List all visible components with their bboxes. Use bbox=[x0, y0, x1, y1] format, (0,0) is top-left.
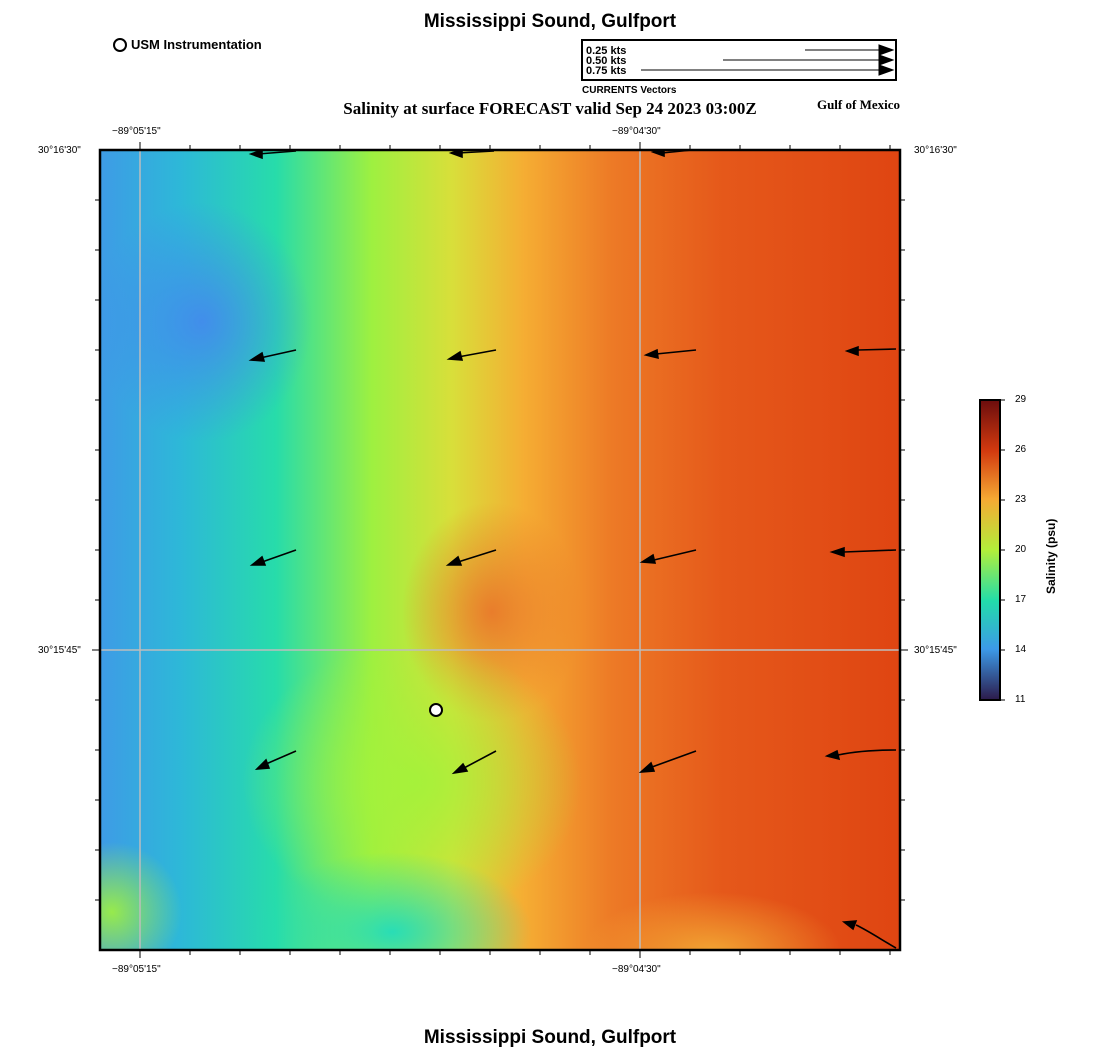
region-label: Gulf of Mexico bbox=[816, 97, 900, 112]
colorbar-tick-26: 26 bbox=[1015, 444, 1027, 455]
station-marker-icon bbox=[113, 37, 127, 52]
map-subtitle: Salinity at surface FORECAST valid Sep 2… bbox=[343, 99, 757, 118]
vector-legend-arrowhead-1 bbox=[878, 44, 895, 56]
map-title-bottom: Mississippi Sound, Gulfport bbox=[423, 1027, 677, 1048]
vector-legend-label-2: 0.50 kts bbox=[586, 55, 627, 67]
vector-legend: 0.25 kts 0.50 kts 0.75 kts bbox=[581, 39, 897, 81]
station-legend-label: USM Instrumentation bbox=[131, 37, 262, 52]
colorbar-tick-14: 14 bbox=[1015, 644, 1027, 655]
colorbar-tick-29: 29 bbox=[1015, 394, 1027, 405]
colorbar-tick-11: 11 bbox=[1015, 694, 1026, 705]
lon-tick-label-bottom-1: −89°05'15" bbox=[112, 964, 161, 975]
colorbar-tick-20: 20 bbox=[1015, 544, 1027, 555]
lat-tick-label-right-2: 30°15'45" bbox=[914, 645, 957, 656]
station-marker bbox=[429, 703, 443, 717]
lon-tick-label-bottom-2: −89°04'30" bbox=[612, 964, 661, 975]
map-title: Mississippi Sound, Gulfport bbox=[423, 11, 677, 32]
vector-legend-label-1: 0.25 kts bbox=[586, 45, 627, 57]
colorbar-tick-17: 17 bbox=[1015, 594, 1027, 605]
lon-tick-label-top-1: −89°05'15" bbox=[112, 126, 161, 137]
frame-ticks bbox=[92, 142, 908, 958]
salinity-map bbox=[92, 142, 908, 958]
vector-legend-label-3: 0.75 kts bbox=[586, 65, 627, 77]
vector-legend-arrows bbox=[641, 44, 895, 76]
lat-tick-label-left-1: 30°16'30" bbox=[38, 145, 81, 156]
vector-legend-arrowhead-2 bbox=[878, 54, 895, 66]
lat-tick-label-left-2: 30°15'45" bbox=[38, 645, 81, 656]
salinity-colorbar bbox=[979, 399, 1005, 701]
colorbar-title: Salinity (psu) bbox=[1044, 518, 1058, 594]
lon-tick-label-top-2: −89°04'30" bbox=[612, 126, 661, 137]
vector-legend-arrowhead-3 bbox=[878, 64, 895, 76]
graticule bbox=[100, 150, 900, 950]
colorbar-tick-23: 23 bbox=[1015, 494, 1027, 505]
vector-legend-title: CURRENTS Vectors bbox=[582, 85, 677, 96]
station-legend: USM Instrumentation bbox=[113, 37, 262, 52]
lat-tick-label-right-1: 30°16'30" bbox=[914, 145, 957, 156]
